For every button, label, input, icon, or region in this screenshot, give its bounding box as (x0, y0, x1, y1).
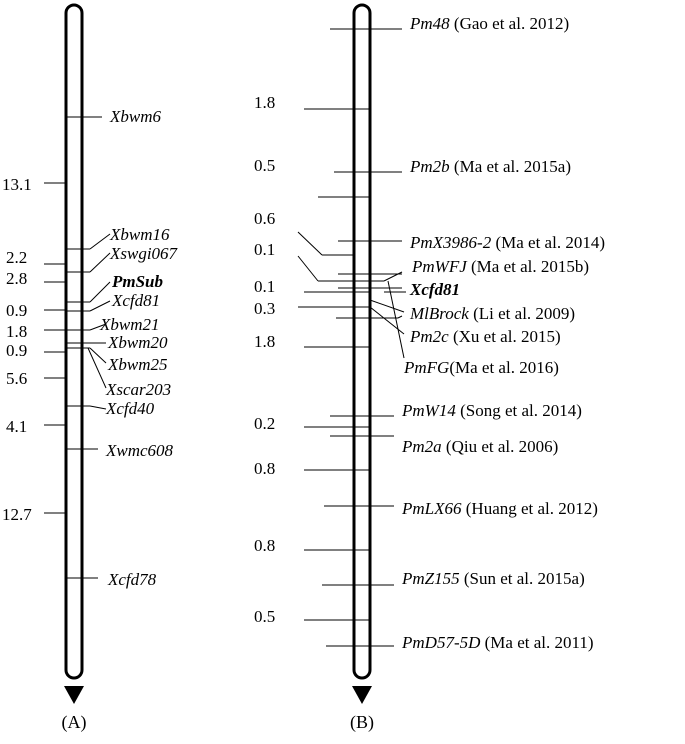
leader-line (89, 323, 107, 331)
leader-line (397, 315, 403, 319)
distance-label: 0.8 (254, 459, 275, 478)
distance-label: 1.8 (6, 322, 27, 341)
distance-label: 0.5 (254, 156, 275, 175)
leader-line (383, 271, 403, 282)
marker-label: Xswgi067 (109, 244, 179, 263)
marker-label: Pm2b (Ma et al. 2015a) (409, 157, 571, 176)
map-a-markers: Xbwm6 Xbwm16 Xswgi067 PmSub Xcfd81 Xbwm2… (99, 107, 179, 589)
arrow-down-icon (64, 686, 84, 704)
distance-label: 4.1 (6, 417, 27, 436)
distance-label: 12.7 (2, 505, 32, 524)
distance-label: 0.9 (6, 341, 27, 360)
leader-line (387, 280, 405, 359)
marker-label: MlBrock (Li et al. 2009) (409, 304, 575, 323)
map-b-leaders (297, 231, 406, 359)
distance-label: 0.9 (6, 301, 27, 320)
map-b-distances: 1.8 0.5 0.6 0.1 0.1 0.3 1.8 0.2 0.8 0.8 … (254, 93, 275, 626)
marker-label: Xbwm21 (99, 315, 160, 334)
distance-label: 0.6 (254, 209, 275, 228)
marker-label: PmLX66 (Huang et al. 2012) (401, 499, 598, 518)
leader-line (87, 347, 107, 389)
marker-label: Xbwm20 (107, 333, 168, 352)
chromosome-bar-b (352, 3, 372, 680)
marker-label: PmX3986-2 (Ma et al. 2014) (409, 233, 605, 252)
map-b-caption: (B) (350, 712, 374, 733)
marker-label: Xbwm16 (109, 225, 170, 244)
distance-label: 0.1 (254, 240, 275, 259)
linkage-map-a: (A) (2, 3, 179, 733)
marker-label: PmWFJ (Ma et al. 2015b) (411, 257, 589, 276)
marker-label: Xcfd81 (409, 280, 460, 299)
map-b-ticks (298, 28, 402, 647)
map-a-caption: (A) (62, 712, 87, 733)
marker-label: PmW14 (Song et al. 2014) (401, 401, 582, 420)
marker-label: Xscar203 (105, 380, 171, 399)
distance-label: 13.1 (2, 175, 32, 194)
distance-label: 0.8 (254, 536, 275, 555)
marker-label: PmD57-5D (Ma et al. 2011) (401, 633, 594, 652)
marker-label: Xcfd40 (105, 399, 155, 418)
marker-label: Pm2c (Xu et al. 2015) (409, 327, 561, 346)
distance-label: 1.8 (254, 93, 275, 112)
distance-label: 5.6 (6, 369, 27, 388)
marker-label: Xwmc608 (105, 441, 174, 460)
distance-label: 0.3 (254, 299, 275, 318)
leader-line (369, 306, 405, 335)
marker-label: Xbwm6 (109, 107, 162, 126)
marker-label: Xcfd78 (107, 570, 157, 589)
arrow-down-icon (352, 686, 372, 704)
marker-label: Xcfd81 (111, 291, 160, 310)
leader-line (89, 300, 111, 312)
linkage-map-b: (B) (254, 3, 605, 733)
distance-label: 0.5 (254, 607, 275, 626)
distance-label: 2.8 (6, 269, 27, 288)
map-a-leaders (87, 233, 111, 410)
marker-label: PmSub (111, 272, 163, 291)
leader-line (297, 255, 319, 282)
marker-label: Pm48 (Gao et al. 2012) (409, 14, 569, 33)
distance-label: 0.2 (254, 414, 275, 433)
marker-label: Pm2a (Qiu et al. 2006) (401, 437, 558, 456)
map-a-distances: 13.1 2.2 2.8 0.9 1.8 0.9 5.6 4.1 12.7 (2, 175, 32, 524)
marker-label: Xbwm25 (107, 355, 168, 374)
chromosome-bar-a (64, 3, 84, 680)
distance-label: 0.1 (254, 277, 275, 296)
distance-label: 1.8 (254, 332, 275, 351)
map-b-markers: Pm48 (Gao et al. 2012) Pm2b (Ma et al. 2… (401, 14, 605, 652)
leader-line (89, 405, 107, 410)
marker-label: PmFG(Ma et al. 2016) (403, 358, 559, 377)
leader-line (297, 231, 323, 256)
distance-label: 2.2 (6, 248, 27, 267)
leader-line (369, 299, 405, 313)
map-a-ticks (44, 116, 102, 579)
marker-label: PmZ155 (Sun et al. 2015a) (401, 569, 585, 588)
leader-line (89, 233, 111, 250)
leader-line (89, 281, 111, 303)
leader-line (89, 252, 111, 273)
leader-line (89, 347, 107, 364)
